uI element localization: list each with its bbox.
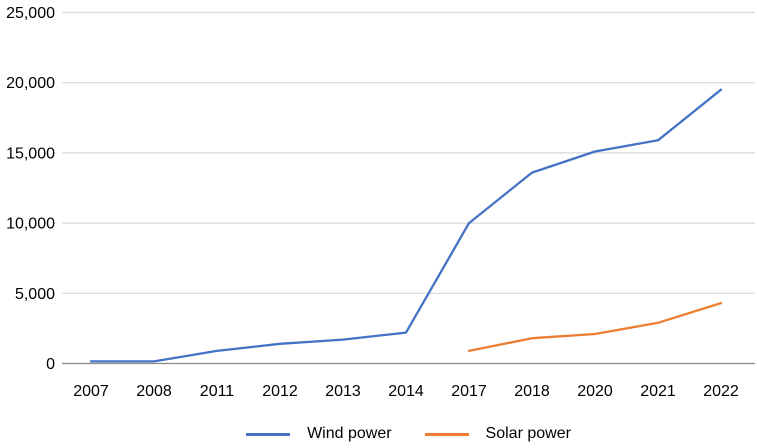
wind-power-line <box>89 88 723 363</box>
y-tick-label: 0 <box>46 356 55 373</box>
legend-label-solar-power: Solar power <box>485 425 571 442</box>
legend-item-solar-power: Solar power <box>424 425 571 443</box>
solar-power-line-swatch <box>424 432 469 436</box>
y-tick-label: 20,000 <box>6 75 55 92</box>
y-tick-label: 15,000 <box>6 145 55 162</box>
legend-label-wind-power: Wind power <box>307 425 392 442</box>
x-tick-label: 2014 <box>388 383 424 400</box>
x-tick-label: 2021 <box>640 383 676 400</box>
y-tick-label: 5,000 <box>15 286 55 303</box>
x-tick-label: 2007 <box>73 383 109 400</box>
x-tick-label: 2013 <box>325 383 361 400</box>
wind-power-line-swatch <box>246 432 291 436</box>
x-tick-label: 2017 <box>451 383 487 400</box>
y-tick-label: 10,000 <box>6 216 55 233</box>
y-tick-label: 25,000 <box>6 5 55 22</box>
x-tick-label: 2011 <box>200 383 235 400</box>
chart-legend: Wind power Solar power <box>62 424 755 444</box>
legend-item-wind-power: Wind power <box>246 425 392 443</box>
x-tick-label: 2018 <box>514 383 550 400</box>
x-tick-label: 2012 <box>262 383 298 400</box>
x-tick-label: 2008 <box>136 383 172 400</box>
solar-power-line <box>467 301 723 353</box>
x-tick-label: 2020 <box>577 383 613 400</box>
x-tick-label: 2022 <box>703 383 739 400</box>
